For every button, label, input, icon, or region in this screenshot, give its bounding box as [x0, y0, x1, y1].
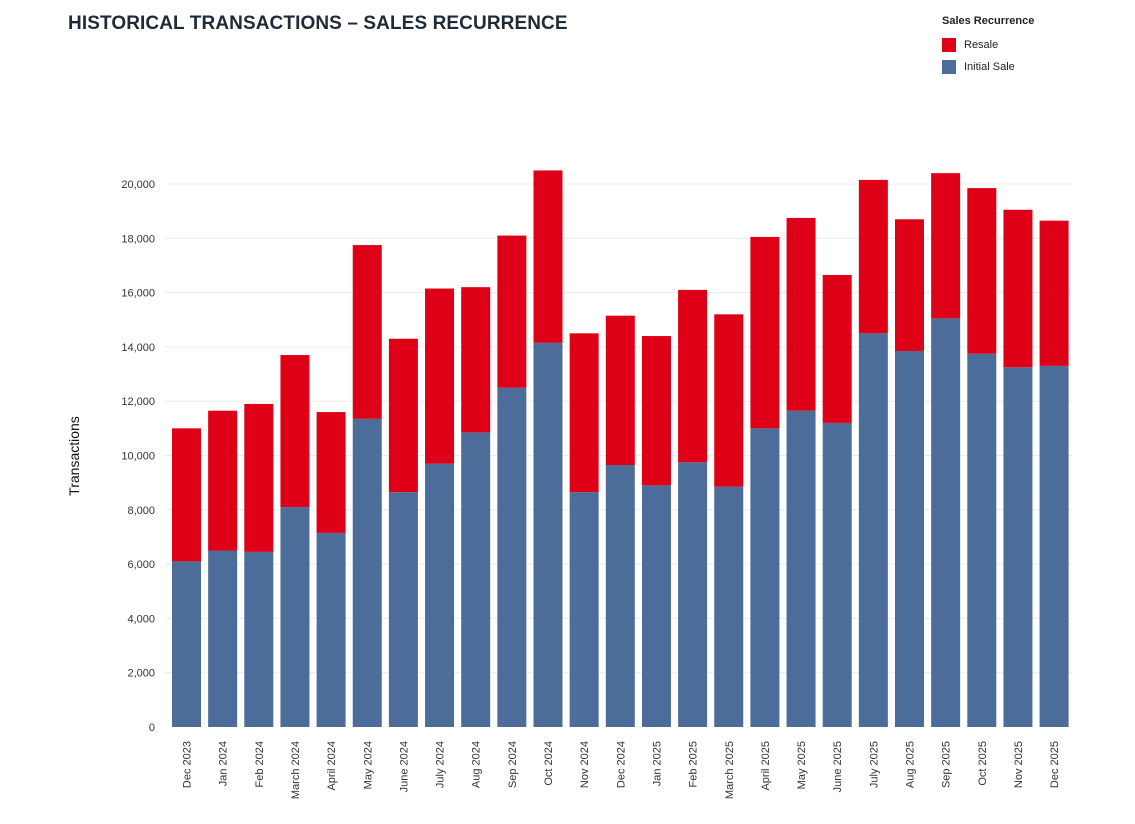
bar-initial-sale[interactable] — [678, 462, 708, 727]
bar-resale[interactable] — [569, 333, 599, 493]
x-tick-label: Dec 2023 — [182, 741, 194, 788]
bar-resale[interactable] — [425, 288, 455, 464]
x-tick-label: Oct 2025 — [977, 741, 989, 786]
bar-resale[interactable] — [714, 314, 744, 487]
x-tick-label: May 2024 — [362, 741, 374, 789]
x-tick-label: Dec 2024 — [615, 741, 627, 788]
bar-resale[interactable] — [497, 235, 527, 388]
bar-initial-sale[interactable] — [967, 353, 997, 727]
y-tick-label: 10,000 — [121, 451, 155, 463]
bar-resale[interactable] — [895, 219, 924, 351]
bar-resale[interactable] — [605, 315, 635, 466]
bar-resale[interactable] — [967, 188, 997, 354]
bar-resale[interactable] — [858, 179, 888, 334]
legend: Sales Recurrence Resale Initial Sale — [942, 15, 1034, 82]
x-tick-label: June 2025 — [832, 741, 844, 792]
bar-initial-sale[interactable] — [461, 432, 491, 727]
bar-resale[interactable] — [388, 338, 418, 493]
y-tick-label: 20,000 — [121, 179, 155, 191]
y-tick-label: 18,000 — [121, 233, 155, 245]
bar-initial-sale[interactable] — [822, 422, 852, 727]
bar-initial-sale[interactable] — [895, 350, 924, 727]
bar-resale[interactable] — [533, 170, 563, 343]
y-axis-label: Transactions — [66, 416, 82, 496]
x-tick-label: Aug 2024 — [471, 741, 483, 788]
x-tick-label: Feb 2024 — [254, 741, 266, 787]
bar-resale[interactable] — [352, 245, 382, 419]
bar-resale[interactable] — [678, 289, 708, 463]
legend-label-initial-sale: Initial Sale — [964, 61, 1015, 73]
bar-resale[interactable] — [786, 217, 816, 411]
y-tick-label: 12,000 — [121, 396, 155, 408]
bar-initial-sale[interactable] — [497, 387, 527, 727]
bar-initial-sale[interactable] — [641, 485, 671, 727]
bar-initial-sale[interactable] — [280, 507, 310, 727]
bar-resale[interactable] — [208, 410, 238, 551]
bar-initial-sale[interactable] — [605, 465, 635, 727]
y-tick-label: 8,000 — [127, 505, 155, 517]
bar-initial-sale[interactable] — [244, 551, 274, 727]
bar-initial-sale[interactable] — [388, 492, 418, 727]
bar-resale[interactable] — [280, 355, 310, 508]
bar-resale[interactable] — [1039, 220, 1069, 366]
y-tick-label: 2,000 — [127, 668, 155, 680]
x-tick-label: Sep 2025 — [941, 741, 953, 788]
y-tick-label: 14,000 — [121, 342, 155, 354]
x-tick-label: July 2024 — [435, 741, 447, 788]
x-tick-label: May 2025 — [796, 741, 808, 789]
bar-resale[interactable] — [1003, 209, 1033, 368]
legend-label-resale: Resale — [964, 39, 999, 51]
legend-item-initial-sale[interactable]: Initial Sale — [942, 60, 1034, 74]
bar-initial-sale[interactable] — [569, 492, 599, 727]
bar-initial-sale[interactable] — [533, 342, 563, 727]
bar-resale[interactable] — [244, 403, 274, 552]
bar-initial-sale[interactable] — [425, 463, 455, 727]
y-tick-label: 16,000 — [121, 288, 155, 300]
x-tick-label: April 2025 — [760, 741, 772, 791]
bar-resale[interactable] — [641, 336, 671, 486]
legend-swatch-resale — [942, 38, 956, 52]
bar-resale[interactable] — [316, 412, 346, 533]
bar-initial-sale[interactable] — [316, 532, 346, 727]
x-tick-label: Dec 2025 — [1049, 741, 1061, 788]
x-tick-label: Nov 2025 — [1013, 741, 1025, 788]
x-tick-label: Jan 2024 — [218, 741, 230, 786]
x-tick-label: June 2024 — [398, 741, 410, 792]
x-tick-label: April 2024 — [326, 741, 338, 791]
x-tick-label: Sep 2024 — [507, 741, 519, 788]
bar-resale[interactable] — [822, 274, 852, 423]
x-tick-label: Nov 2024 — [579, 741, 591, 788]
bar-initial-sale[interactable] — [1003, 367, 1033, 727]
x-tick-label: Aug 2025 — [905, 741, 917, 788]
bar-initial-sale[interactable] — [172, 561, 201, 727]
x-tick-label: March 2024 — [290, 741, 302, 799]
x-tick-label: Jan 2025 — [651, 741, 663, 786]
bar-initial-sale[interactable] — [786, 410, 816, 727]
legend-item-resale[interactable]: Resale — [942, 38, 1034, 52]
y-tick-label: 4,000 — [127, 613, 155, 625]
chart-title: HISTORICAL TRANSACTIONS – SALES RECURREN… — [68, 13, 568, 34]
bar-initial-sale[interactable] — [208, 550, 238, 727]
bar-resale[interactable] — [750, 236, 780, 429]
x-tick-label: July 2025 — [868, 741, 880, 788]
bar-initial-sale[interactable] — [858, 333, 888, 727]
bar-resale[interactable] — [172, 428, 201, 562]
bar-resale[interactable] — [461, 287, 491, 433]
bar-initial-sale[interactable] — [1039, 365, 1069, 727]
x-tick-label: Oct 2024 — [543, 741, 555, 786]
x-tick-label: March 2025 — [724, 741, 736, 799]
bar-initial-sale[interactable] — [714, 486, 744, 727]
bar-initial-sale[interactable] — [931, 318, 961, 727]
bar-initial-sale[interactable] — [352, 418, 382, 727]
bar-resale[interactable] — [931, 173, 961, 319]
bar-initial-sale[interactable] — [750, 428, 780, 727]
legend-title: Sales Recurrence — [942, 15, 1035, 27]
x-tick-label: Feb 2025 — [688, 741, 700, 787]
y-tick-label: 6,000 — [127, 559, 155, 571]
legend-swatch-initial-sale — [942, 60, 956, 74]
y-tick-label: 0 — [149, 722, 155, 734]
